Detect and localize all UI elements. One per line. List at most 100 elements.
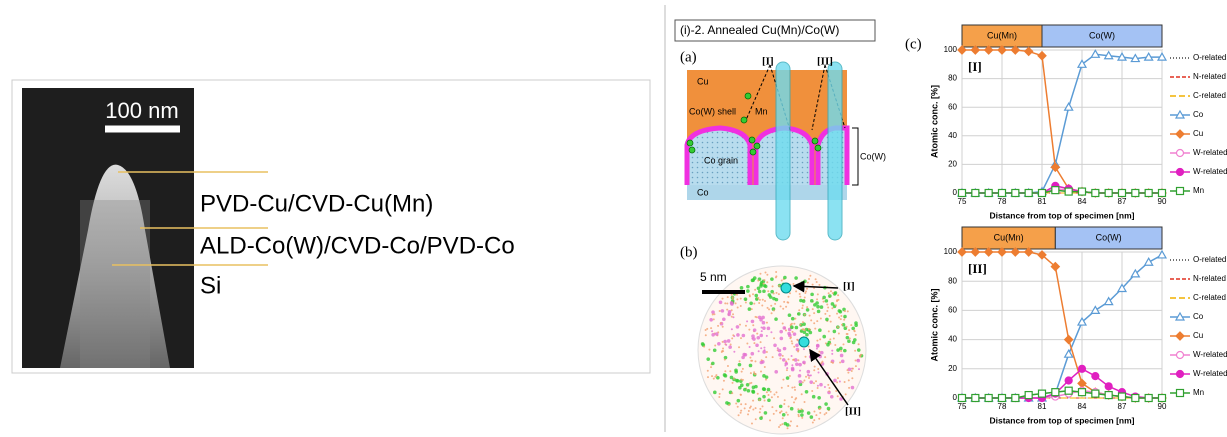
atom [753, 328, 757, 332]
legend-marker [1176, 130, 1184, 138]
atom [784, 399, 786, 401]
atom [746, 320, 748, 322]
figure: 100 nm PVD-Cu/CVD-Cu(Mn) ALD-Co(W)/CVD-C… [0, 0, 1227, 437]
atom [807, 370, 811, 374]
atom [759, 408, 761, 410]
x-tick-label: 81 [1038, 197, 1047, 206]
atom [810, 293, 814, 297]
atom [773, 293, 775, 295]
atom [706, 328, 708, 330]
marker [1092, 190, 1099, 197]
atom [728, 404, 730, 406]
atom [854, 350, 856, 352]
atom [783, 326, 787, 330]
atom [817, 387, 819, 389]
marker [1052, 187, 1059, 194]
legend-marker [1177, 390, 1184, 397]
atom [847, 339, 851, 343]
atom [785, 411, 787, 413]
atom [746, 342, 748, 344]
atom [788, 296, 790, 298]
atom [766, 335, 768, 337]
atom [808, 278, 810, 280]
atom [797, 350, 799, 352]
atom [779, 424, 781, 426]
atom [813, 419, 815, 421]
atom [744, 297, 748, 301]
atom [820, 318, 822, 320]
atom [855, 334, 857, 336]
atom [793, 283, 795, 285]
marker [985, 190, 992, 197]
atom [724, 359, 726, 361]
atom [856, 359, 860, 363]
atom [793, 359, 795, 361]
y-tick-label: 80 [948, 74, 957, 83]
y-tick-label: 60 [948, 306, 957, 315]
atom [719, 301, 723, 305]
atom [782, 322, 784, 324]
atom [831, 307, 833, 309]
atom [766, 274, 768, 276]
atom [837, 326, 839, 328]
atom [835, 390, 837, 392]
atom [731, 328, 733, 330]
atom [705, 334, 707, 336]
atom [707, 376, 709, 378]
atom [801, 307, 803, 309]
atom [852, 368, 854, 370]
atom [762, 374, 766, 378]
atom [842, 343, 844, 345]
atom [799, 324, 801, 326]
atom [773, 344, 777, 348]
atom [810, 415, 814, 419]
legend-label: N-related [1193, 72, 1226, 81]
atom [819, 338, 821, 340]
atom [742, 368, 744, 370]
atom [809, 275, 811, 277]
atom [779, 405, 783, 409]
atom [713, 348, 717, 352]
label: Cu [697, 76, 709, 86]
atom [723, 340, 727, 344]
atom [802, 321, 804, 323]
page: 100 nm PVD-Cu/CVD-Cu(Mn) ALD-Co(W)/CVD-C… [0, 0, 1227, 437]
atom [817, 353, 819, 355]
atom [794, 386, 796, 388]
atom [851, 370, 853, 372]
atom [722, 341, 724, 343]
atom [747, 389, 751, 393]
atom [752, 293, 754, 295]
atom [771, 396, 773, 398]
atom [848, 329, 850, 331]
atom [779, 330, 783, 334]
atom [750, 352, 754, 356]
atom [738, 346, 740, 348]
atom [820, 305, 824, 309]
atom [817, 396, 821, 400]
atom [860, 354, 862, 356]
atom [814, 328, 816, 330]
marker [1105, 383, 1112, 390]
atom [717, 342, 721, 346]
atom [751, 337, 753, 339]
atom [846, 326, 848, 328]
atom [791, 317, 795, 321]
atom [837, 377, 839, 379]
atom [820, 351, 824, 355]
atom [791, 387, 793, 389]
atom [770, 331, 772, 333]
marker [1025, 47, 1033, 55]
marker [1079, 188, 1086, 195]
atom [774, 303, 776, 305]
atom [748, 410, 750, 412]
atom [722, 350, 724, 352]
atom [799, 299, 803, 303]
x-tick-label: 78 [998, 197, 1007, 206]
atom [786, 369, 788, 371]
atom [787, 427, 789, 429]
atom [727, 339, 731, 343]
atom [781, 279, 783, 281]
x-tick-label: 84 [1078, 402, 1087, 411]
atom [740, 412, 742, 414]
